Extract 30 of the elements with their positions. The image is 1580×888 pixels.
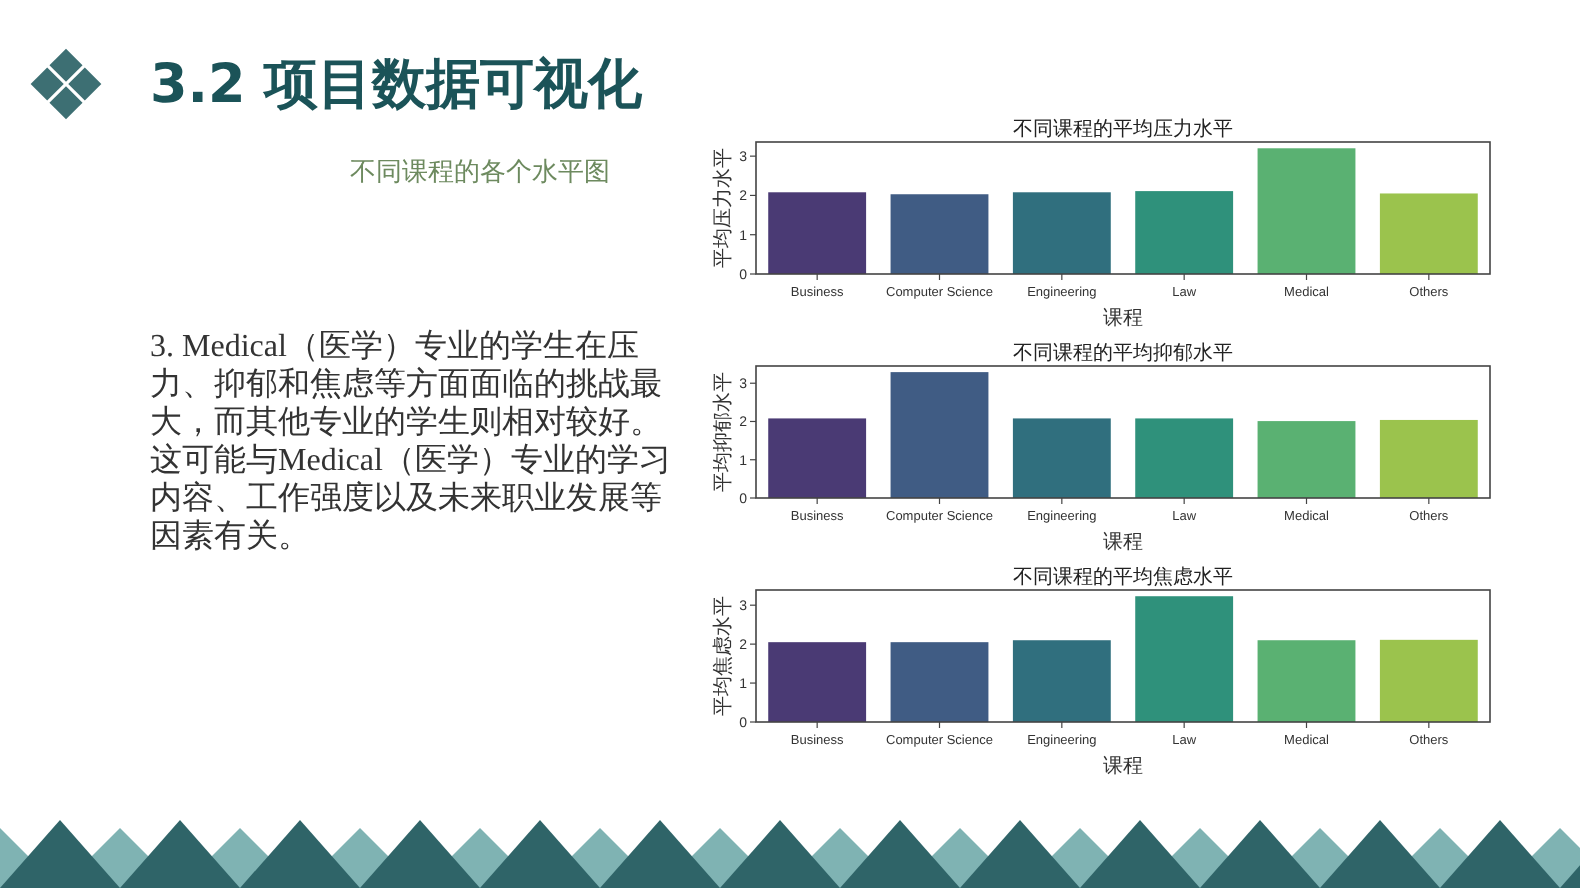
chart-title: 不同课程的平均焦虑水平 xyxy=(1013,565,1233,589)
chart-title: 不同课程的平均压力水平 xyxy=(1013,117,1233,141)
x-axis-title: 课程 xyxy=(1103,754,1143,778)
bar xyxy=(1012,418,1111,498)
x-axis-title: 课程 xyxy=(1103,306,1143,330)
x-axis-title: 课程 xyxy=(1103,530,1143,554)
bar xyxy=(1012,192,1111,274)
bar xyxy=(768,642,867,722)
chart-title: 不同课程的平均抑郁水平 xyxy=(1013,341,1233,365)
y-axis-title: 平均抑郁水平 xyxy=(711,372,735,492)
bar xyxy=(1257,640,1356,722)
y-axis-title: 平均压力水平 xyxy=(711,148,735,268)
text: 3. Medical（医学）专业的学生在压力、抑郁和焦虑等方面面临的挑战最大，而其他专业的学生则相对较好。这可能与Medical（医学）专业的学习内容、工作强度以及未来职业发展等因素有关。 xyxy=(150,328,673,556)
bar xyxy=(1257,421,1356,498)
bar xyxy=(1012,640,1111,722)
bar xyxy=(1257,148,1356,274)
bar xyxy=(1135,596,1234,722)
bar xyxy=(1135,191,1234,274)
bar xyxy=(768,418,867,498)
bar xyxy=(1379,639,1478,722)
bar xyxy=(1135,418,1234,498)
bar xyxy=(890,372,989,498)
bar xyxy=(890,642,989,722)
bar xyxy=(1379,419,1478,498)
bar xyxy=(1379,193,1478,274)
bar xyxy=(890,194,989,274)
bar xyxy=(768,192,867,274)
text: 3.2 项目数据可视化 xyxy=(150,52,643,120)
text: 不同课程的各个水平图 xyxy=(350,154,610,190)
y-axis-title: 平均焦虑水平 xyxy=(711,596,735,716)
